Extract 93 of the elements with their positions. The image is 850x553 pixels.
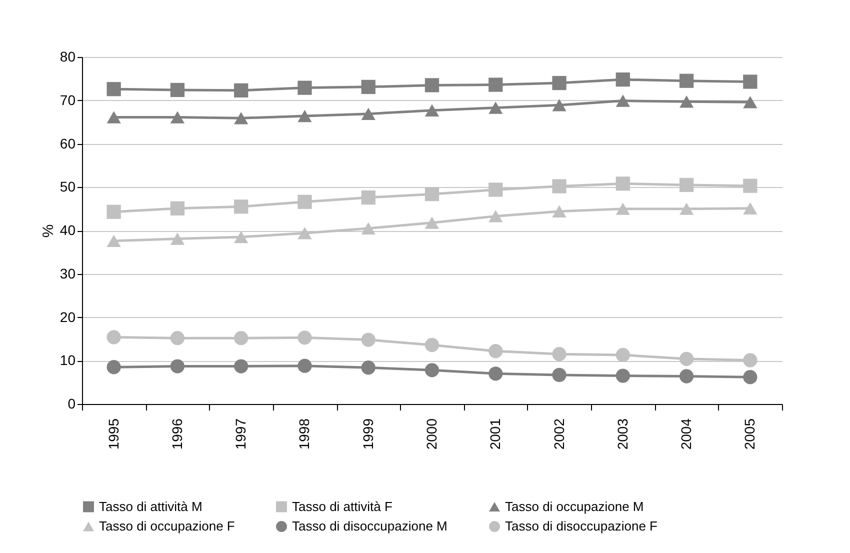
point <box>106 234 121 248</box>
legend-label: Tasso di disoccupazione M <box>292 518 448 534</box>
point <box>488 366 503 381</box>
x-tick-label: 2000 <box>424 418 440 450</box>
point <box>170 359 185 374</box>
point <box>234 83 248 98</box>
point <box>170 82 185 98</box>
x-tick-label: 2002 <box>550 418 567 450</box>
y-tick-label: 70 <box>60 92 76 108</box>
x-tick-label: 1999 <box>360 418 376 450</box>
x-tick-label: 1995 <box>105 418 122 450</box>
y-tick-label: 60 <box>60 135 76 152</box>
point <box>488 78 503 92</box>
point <box>298 226 312 240</box>
point <box>743 74 758 89</box>
point <box>679 369 694 384</box>
point <box>424 338 440 352</box>
point <box>234 230 248 244</box>
point <box>552 347 566 362</box>
x-tick-label: 2001 <box>487 418 504 450</box>
point <box>106 360 121 374</box>
legend-label: Tasso di attività M <box>99 498 202 514</box>
point <box>679 96 694 108</box>
point <box>616 94 630 107</box>
point <box>552 76 566 90</box>
point <box>488 102 503 114</box>
point <box>552 179 566 194</box>
point <box>743 96 758 108</box>
point <box>106 111 121 124</box>
point <box>679 178 694 192</box>
point <box>424 216 440 229</box>
x-tick-label: 1998 <box>296 418 312 450</box>
point <box>679 202 694 215</box>
point <box>743 202 758 215</box>
point <box>361 108 376 120</box>
point <box>743 178 758 193</box>
point <box>424 104 440 116</box>
legend-label: Tasso di attività F <box>292 498 392 514</box>
point <box>298 194 312 209</box>
point <box>743 353 758 368</box>
point <box>234 112 248 124</box>
point <box>170 201 185 216</box>
point <box>424 186 440 202</box>
point <box>170 232 185 245</box>
point <box>488 210 503 222</box>
point <box>361 222 376 234</box>
y-tick-label: 80 <box>60 48 76 64</box>
y-tick-label: 20 <box>60 308 76 325</box>
x-tick-label: 1996 <box>168 418 185 450</box>
point <box>234 359 248 374</box>
point <box>679 74 694 88</box>
point <box>361 332 376 347</box>
point <box>298 110 312 122</box>
point <box>298 330 312 345</box>
legend-label: Tasso di occupazione M <box>505 498 644 514</box>
point <box>298 80 312 95</box>
point <box>616 202 630 215</box>
point <box>552 99 566 112</box>
point <box>361 360 376 375</box>
point <box>616 348 630 362</box>
y-tick-label: 30 <box>60 265 76 282</box>
point <box>424 78 440 92</box>
point <box>616 72 630 87</box>
point <box>234 200 248 214</box>
point <box>488 344 503 358</box>
x-tick-label: 2003 <box>614 418 630 450</box>
point <box>234 331 248 346</box>
x-tick-label: 1997 <box>232 418 249 450</box>
x-tick-label: 2005 <box>742 418 758 450</box>
y-tick-label: 40 <box>60 222 76 238</box>
point <box>106 330 121 344</box>
point <box>616 368 630 383</box>
point <box>170 111 185 124</box>
point <box>106 82 121 96</box>
point <box>361 190 376 205</box>
point <box>552 205 566 218</box>
point <box>552 368 566 382</box>
point <box>424 363 440 378</box>
legend-label: Tasso di occupazione F <box>99 518 235 534</box>
point <box>298 358 312 373</box>
point <box>743 370 758 384</box>
point <box>170 331 185 346</box>
y-axis-title: % <box>40 224 57 238</box>
point <box>488 182 503 197</box>
point <box>616 176 630 191</box>
point <box>361 80 376 94</box>
y-tick-label: 10 <box>60 352 76 368</box>
y-tick-label: 0 <box>68 396 76 412</box>
point <box>679 352 694 366</box>
y-tick-label: 50 <box>60 178 76 195</box>
point <box>106 204 121 219</box>
legend-label: Tasso di disoccupazione F <box>505 518 658 534</box>
x-tick-label: 2004 <box>678 418 694 450</box>
